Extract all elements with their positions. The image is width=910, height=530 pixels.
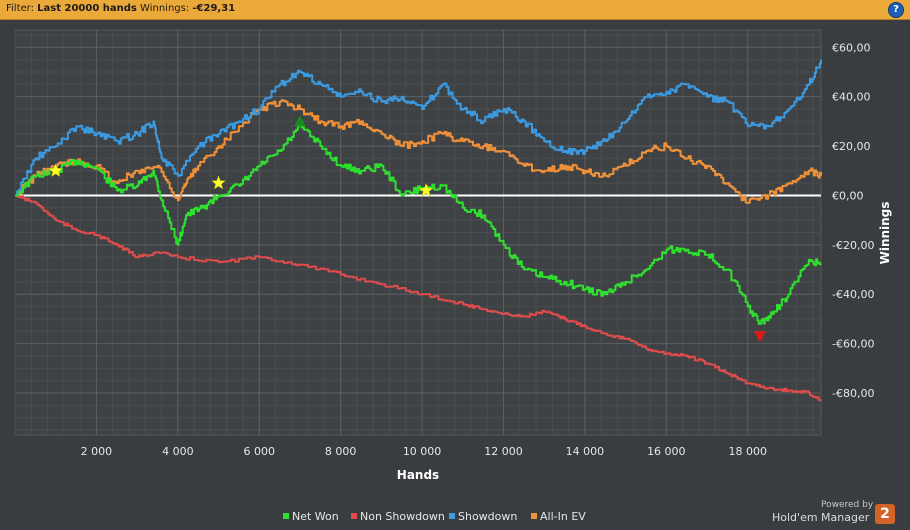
filter-value[interactable]: Last 20000 hands [37,3,137,14]
filter-label: Filter: [6,3,34,14]
triangle-down-marker [753,331,766,343]
star-marker [48,163,64,177]
hm2-logo-icon: 2 [875,504,895,524]
y-tick-label: -€60,00 [832,338,874,351]
legend-swatch [449,513,455,519]
brand-name: Hold'em Manager [772,511,870,524]
star-marker [211,175,226,190]
x-tick-label: 4 000 [162,445,194,458]
help-icon[interactable]: ? [888,2,904,18]
series-line-showdown [15,59,822,197]
x-tick-label: 10 000 [403,445,442,458]
series-lines [15,59,822,402]
y-axis-title: Winnings [878,202,892,265]
x-tick-label: 16 000 [647,445,686,458]
y-tick-label: €20,00 [832,140,871,153]
y-tick-label: -€40,00 [832,288,874,301]
star-marker [418,182,434,197]
series-line-net-won [15,124,822,325]
legend-label: Net Won [292,510,339,523]
powered-by-text: Powered by [821,500,874,510]
x-tick-label: 2 000 [81,445,113,458]
filter-bar: Filter: Last 20000 hands Winnings: -€29,… [0,0,910,20]
legend-label: All-In EV [540,510,586,523]
annotation-markers [48,115,766,343]
x-tick-label: 14 000 [566,445,605,458]
series-line-all-in-ev [15,99,822,204]
legend-swatch [531,513,537,519]
filter-text: Filter: Last 20000 hands Winnings: -€29,… [6,3,235,14]
y-tick-label: -€20,00 [832,239,874,252]
x-axis-title: Hands [397,468,439,482]
winnings-value: -€29,31 [192,3,236,14]
series-line-non-showdown [15,194,822,402]
x-tick-label: 8 000 [325,445,357,458]
legend: Net Won Non Showdown Showdown All-In EV [283,510,586,523]
y-tick-label: -€80,00 [832,387,874,400]
y-tick-label: €0,00 [832,189,864,202]
triangle-up-marker [293,115,306,127]
y-tick-label: €60,00 [832,41,871,54]
legend-label: Non Showdown [360,510,445,523]
y-tick-label: €40,00 [832,91,871,104]
legend-swatch [283,513,289,519]
x-tick-label: 18 000 [728,445,767,458]
x-tick-label: 6 000 [243,445,275,458]
grid-lines [14,30,821,435]
y-axis-ticks: €60,00 €40,00 €20,00 €0,00 -€20,00 -€40,00 -€6… [832,41,874,400]
legend-swatch [351,513,357,519]
winnings-label: Winnings: [140,3,190,14]
x-tick-label: 12 000 [484,445,523,458]
legend-label: Showdown [458,510,517,523]
x-axis-ticks: 2 000 4 000 6 000 8 000 10 000 12 000 14 000 16… [81,445,767,458]
